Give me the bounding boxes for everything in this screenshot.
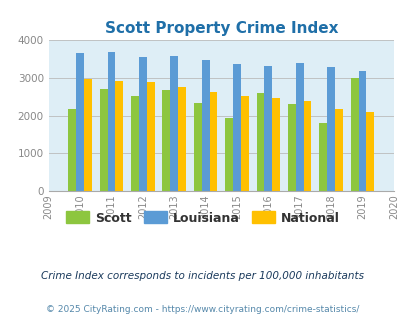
Bar xyxy=(146,82,154,191)
Bar xyxy=(295,63,303,191)
Bar xyxy=(84,80,92,191)
Bar xyxy=(209,92,217,191)
Bar xyxy=(139,57,146,191)
Bar xyxy=(232,64,240,191)
Title: Scott Property Crime Index: Scott Property Crime Index xyxy=(104,21,337,36)
Bar xyxy=(170,56,178,191)
Bar xyxy=(76,53,84,191)
Text: © 2025 CityRating.com - https://www.cityrating.com/crime-statistics/: © 2025 CityRating.com - https://www.city… xyxy=(46,305,359,314)
Bar xyxy=(350,78,358,191)
Bar xyxy=(162,90,170,191)
Bar xyxy=(225,118,232,191)
Bar xyxy=(100,89,107,191)
Bar xyxy=(318,123,326,191)
Text: Crime Index corresponds to incidents per 100,000 inhabitants: Crime Index corresponds to incidents per… xyxy=(41,271,364,281)
Bar xyxy=(272,98,279,191)
Bar xyxy=(264,66,272,191)
Bar xyxy=(303,101,311,191)
Bar xyxy=(131,96,139,191)
Bar xyxy=(256,93,264,191)
Legend: Scott, Louisiana, National: Scott, Louisiana, National xyxy=(61,207,344,230)
Bar xyxy=(193,103,201,191)
Bar xyxy=(178,87,185,191)
Bar xyxy=(107,52,115,191)
Bar xyxy=(358,72,365,191)
Bar xyxy=(68,109,76,191)
Bar xyxy=(326,67,334,191)
Bar xyxy=(287,104,295,191)
Bar xyxy=(201,60,209,191)
Bar xyxy=(115,81,123,191)
Bar xyxy=(334,109,342,191)
Bar xyxy=(365,112,373,191)
Bar xyxy=(240,96,248,191)
